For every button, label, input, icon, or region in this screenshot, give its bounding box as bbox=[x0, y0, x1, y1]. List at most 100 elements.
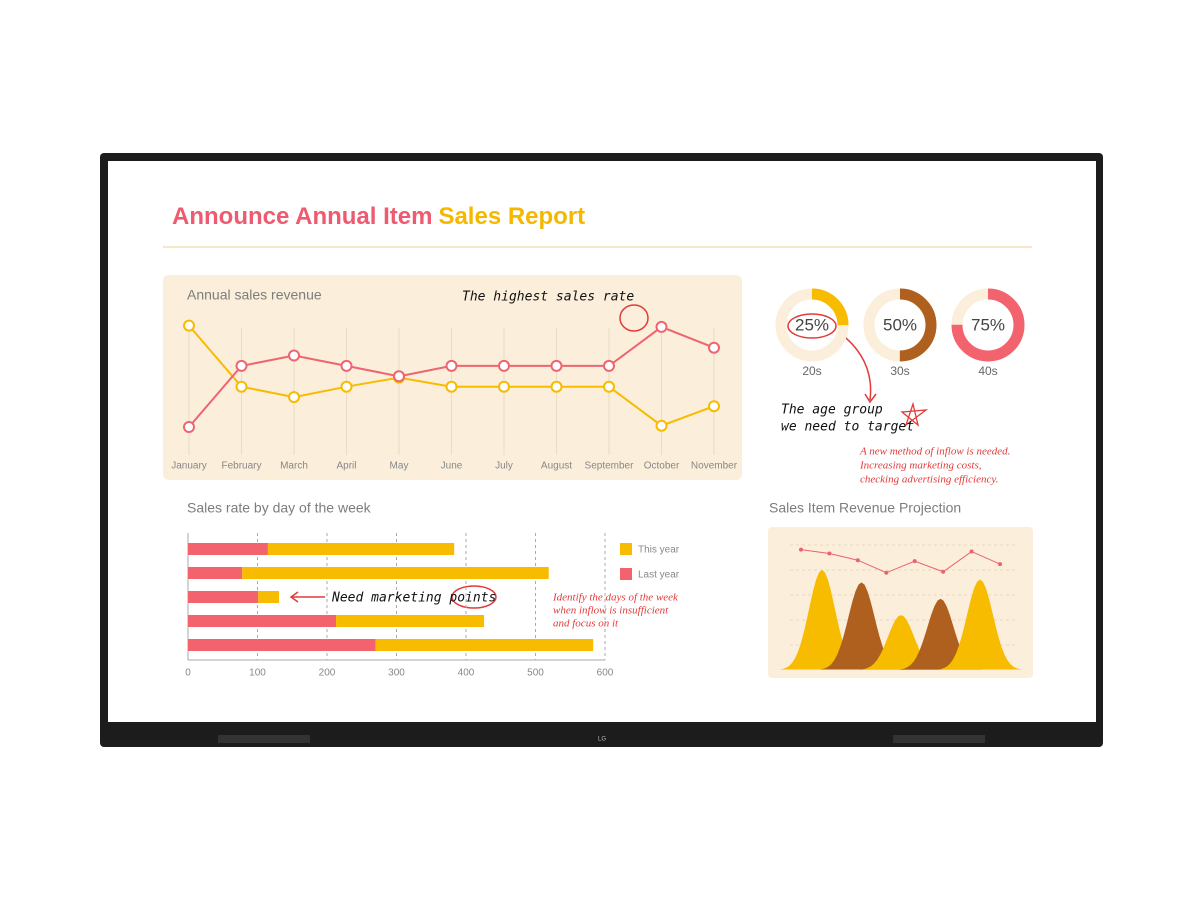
x-tick-label: August bbox=[541, 461, 572, 472]
bar bbox=[188, 543, 268, 555]
point bbox=[235, 359, 248, 372]
point bbox=[183, 319, 195, 332]
legend-swatch bbox=[620, 568, 632, 580]
point bbox=[708, 341, 720, 354]
x-tick-label: January bbox=[171, 461, 207, 472]
x-tick-label: February bbox=[221, 461, 261, 472]
donut-arc bbox=[951, 288, 1025, 362]
point bbox=[655, 419, 668, 432]
bar bbox=[258, 591, 280, 603]
bar bbox=[375, 639, 594, 651]
point bbox=[941, 569, 946, 574]
point bbox=[550, 380, 563, 393]
x-tick-label: 100 bbox=[249, 668, 266, 679]
annotation: The highest sales rate bbox=[462, 290, 634, 305]
x-tick-label: 400 bbox=[458, 668, 475, 679]
x-tick-label: March bbox=[280, 461, 308, 472]
peak bbox=[819, 582, 904, 670]
bar bbox=[336, 615, 485, 627]
point bbox=[498, 380, 510, 393]
arrow bbox=[839, 332, 872, 401]
point bbox=[912, 559, 917, 564]
point bbox=[445, 359, 458, 372]
note: when inflow is insufficient bbox=[553, 605, 669, 617]
note: checking advertising efficiency. bbox=[860, 474, 998, 486]
title-accent: Sales Report bbox=[438, 203, 585, 230]
bar bbox=[188, 567, 243, 579]
note: Increasing marketing costs, bbox=[859, 460, 982, 472]
chart-title: Sales Item Revenue Projection bbox=[769, 500, 961, 516]
note: and focus on it bbox=[553, 618, 619, 630]
category-label: 30s bbox=[890, 364, 909, 378]
point bbox=[445, 380, 458, 393]
annotation: we need to target bbox=[781, 420, 914, 435]
x-tick-label: 300 bbox=[388, 668, 405, 679]
donut-label: 75% bbox=[971, 315, 1005, 334]
star-doodle bbox=[900, 401, 929, 427]
point bbox=[288, 391, 300, 404]
highlight-circle bbox=[451, 585, 497, 609]
donut-label: 25% bbox=[795, 315, 829, 334]
highlight-circle bbox=[787, 313, 837, 339]
x-tick-label: June bbox=[441, 461, 463, 472]
point bbox=[884, 570, 889, 575]
x-tick-label: 600 bbox=[597, 668, 614, 679]
chart-title: Annual sales revenue bbox=[187, 287, 322, 303]
point bbox=[183, 421, 195, 433]
point bbox=[655, 320, 668, 333]
point bbox=[393, 370, 405, 383]
highlight-circle bbox=[619, 304, 649, 332]
point bbox=[855, 558, 860, 563]
x-tick-label: 500 bbox=[527, 668, 544, 679]
annotation: Need marketing points bbox=[331, 591, 496, 606]
point bbox=[998, 562, 1002, 567]
arrow-head bbox=[864, 393, 877, 404]
donut-label: 50% bbox=[883, 315, 917, 334]
x-tick-label: September bbox=[585, 461, 635, 472]
x-tick-label: October bbox=[644, 461, 680, 472]
point bbox=[340, 380, 353, 393]
page-title: Announce Annual Item Sales Report bbox=[172, 203, 585, 230]
bar bbox=[188, 615, 337, 627]
line-panel bbox=[163, 275, 742, 480]
note: A new method of inflow is needed. bbox=[859, 446, 1010, 458]
point bbox=[340, 359, 353, 372]
point bbox=[603, 380, 615, 393]
note: Identify the days of the week bbox=[552, 592, 679, 604]
x-tick-label: 200 bbox=[319, 668, 336, 679]
bar bbox=[267, 543, 455, 555]
bar bbox=[188, 591, 259, 603]
point bbox=[288, 349, 300, 362]
point bbox=[603, 359, 615, 372]
category-label: 40s bbox=[978, 364, 997, 378]
line bbox=[800, 549, 1001, 574]
speaker bbox=[893, 735, 985, 743]
donut-arc bbox=[863, 288, 937, 362]
title-main: Announce Annual Item bbox=[172, 203, 432, 230]
x-tick-label: November bbox=[691, 461, 738, 472]
donut-arc bbox=[775, 288, 849, 362]
annotation: The age group bbox=[781, 403, 883, 418]
bar bbox=[188, 639, 376, 651]
x-tick-label: April bbox=[336, 461, 356, 472]
point bbox=[550, 359, 563, 372]
legend-label: Last year bbox=[638, 570, 680, 581]
legend-swatch bbox=[620, 543, 632, 555]
bar bbox=[242, 567, 549, 579]
point bbox=[235, 380, 248, 393]
point bbox=[969, 549, 974, 554]
brand-logo: LG bbox=[598, 737, 606, 743]
legend-label: This year bbox=[638, 545, 680, 556]
arrow bbox=[289, 591, 325, 603]
chart-title: Sales rate by day of the week bbox=[187, 500, 372, 516]
speaker bbox=[218, 735, 310, 743]
peak bbox=[938, 579, 1022, 670]
x-tick-label: July bbox=[495, 461, 513, 472]
x-tick-label: May bbox=[390, 461, 409, 472]
point bbox=[799, 547, 803, 552]
point bbox=[498, 359, 510, 372]
point bbox=[708, 400, 720, 413]
point bbox=[827, 551, 832, 556]
category-label: 20s bbox=[802, 364, 821, 378]
